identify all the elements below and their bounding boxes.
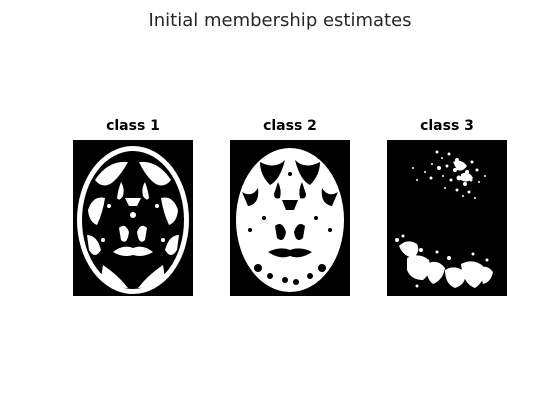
class-1-membership-image (73, 140, 193, 296)
panel-3-title: class 3 (420, 118, 474, 134)
panel-1-title: class 1 (106, 118, 160, 134)
class-3-membership-image (387, 140, 507, 296)
figure-title: Initial membership estimates (148, 10, 412, 31)
class-2-membership-image (230, 140, 350, 296)
panel-2-title: class 2 (263, 118, 317, 134)
